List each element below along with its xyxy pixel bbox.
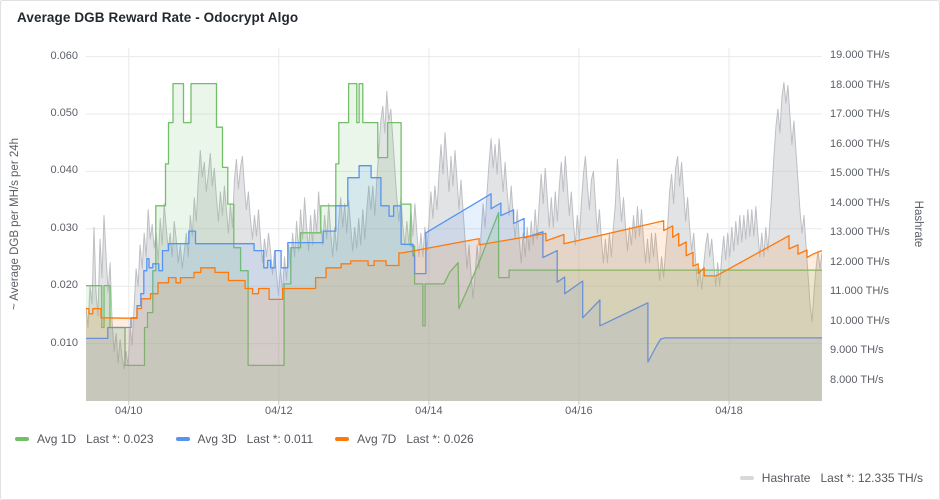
- y-tick-label-left: 0.040: [50, 164, 78, 177]
- y-tick-label-right: 12.000 TH/s: [830, 255, 890, 268]
- legend-label: Avg 3D: [197, 432, 237, 446]
- y-tick-label-right: 19.000 TH/s: [830, 48, 890, 61]
- chart-canvas[interactable]: [86, 48, 822, 406]
- y-tick-label-right: 17.000 TH/s: [830, 108, 890, 121]
- y-tick-label-right: 10.000 TH/s: [830, 314, 890, 327]
- legend-item-avg-1d[interactable]: Avg 1D Last *: 0.023: [15, 432, 154, 446]
- y-tick-label-right: 18.000 TH/s: [830, 78, 890, 91]
- y-tick-label-left: 0.010: [50, 336, 78, 349]
- y-tick-label-right: 11.000 TH/s: [830, 285, 889, 298]
- legend-swatch-avg-3d: [175, 437, 190, 441]
- legend-label: Avg 7D: [357, 432, 397, 446]
- y-tick-label-left: 0.060: [50, 49, 78, 62]
- legend-label: Avg 1D: [37, 432, 77, 446]
- legend-item-avg-3d[interactable]: Avg 3D Last *: 0.011: [175, 432, 314, 446]
- legend-last-value: Last *: 0.023: [86, 432, 154, 446]
- y-tick-label-left: 0.030: [50, 221, 78, 234]
- legend-item-hashrate[interactable]: Hashrate Last *: 12.335 TH/s: [739, 471, 923, 485]
- legend-swatch-avg-1d: [15, 437, 29, 441]
- legend-label: Hashrate: [761, 471, 811, 485]
- y-tick-label-right: 9.000 TH/s: [830, 344, 884, 357]
- legend-hashrate: Hashrate Last *: 12.335 TH/s: [739, 470, 923, 486]
- y-tick-label-left: 0.050: [50, 107, 78, 119]
- legend-swatch-avg-7d: [335, 437, 350, 441]
- legend-item-avg-7d[interactable]: Avg 7D Last *: 0.026: [335, 432, 474, 446]
- legend: Avg 1D Last *: 0.023 Avg 3D Last *: 0.01…: [15, 431, 474, 447]
- y-axis-left-ticks: 0.010 0.020 0.030 0.040 0.050 0.060: [1, 1, 78, 421]
- y-tick-label-right: 15.000 TH/s: [830, 167, 890, 180]
- x-tick-label: 04/18: [715, 405, 743, 417]
- x-tick-label: 04/10: [114, 405, 143, 417]
- y-tick-label-right: 14.000 TH/s: [830, 196, 890, 209]
- panel-title[interactable]: Average DGB Reward Rate - Odocrypt Algo: [17, 10, 299, 25]
- legend-last-value: Last *: 12.335 TH/s: [820, 471, 923, 485]
- y-axis-right-ticks: 8.000 TH/s 9.000 TH/s 10.000 TH/s 11.000 TH…: [830, 1, 935, 421]
- x-tick-label: 04/16: [565, 405, 593, 417]
- legend-last-value: Last *: 0.026: [406, 432, 474, 446]
- legend-last-value: Last *: 0.011: [246, 432, 314, 446]
- x-tick-label: 04/14: [415, 405, 443, 417]
- y-tick-label-right: 16.000 TH/s: [830, 137, 890, 150]
- y-tick-label-right: 8.000 TH/s: [830, 373, 884, 386]
- y-tick-label-right: 13.000 TH/s: [830, 226, 890, 239]
- legend-swatch-hashrate: [739, 476, 754, 480]
- x-axis-ticks: 04/10 04/12 04/14 04/16 04/18: [1, 405, 939, 421]
- y-tick-label-left: 0.020: [50, 279, 78, 292]
- x-tick-label: 04/12: [265, 405, 293, 417]
